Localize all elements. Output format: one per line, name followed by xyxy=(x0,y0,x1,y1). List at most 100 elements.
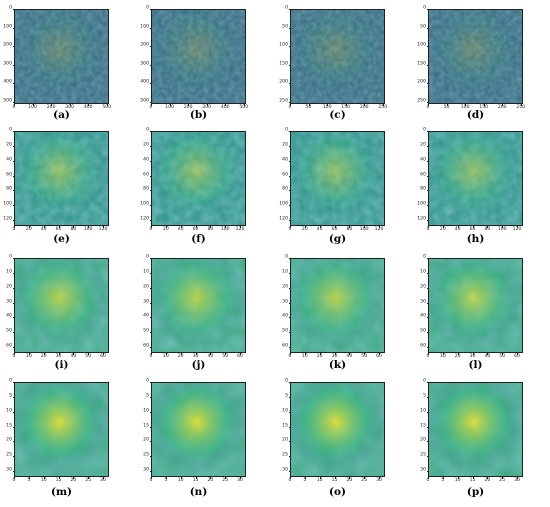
x-tick-label: 100 xyxy=(220,227,230,232)
y-tick-mark xyxy=(288,317,290,318)
x-tick-label: 0 xyxy=(426,354,430,359)
y-tick-label: 0 xyxy=(285,378,288,384)
y-tick-mark xyxy=(426,175,428,177)
y-tick-label: 5 xyxy=(9,393,12,399)
x-tick-label: 0 xyxy=(149,105,153,110)
feature-map-image xyxy=(151,258,246,353)
y-tick-label: 0 xyxy=(285,5,288,11)
x-tick-label: 300 xyxy=(202,105,212,110)
x-tick-mark xyxy=(106,104,108,106)
y-tick-mark xyxy=(12,347,14,348)
x-tick-mark xyxy=(483,104,485,106)
y-tick-mark xyxy=(149,258,151,259)
x-tick-label: 5 xyxy=(441,478,445,483)
x-tick-label: 250 xyxy=(516,105,526,110)
x-tick-mark xyxy=(327,104,328,106)
x-tick-label: 30 xyxy=(331,354,338,359)
x-tick-mark xyxy=(520,104,522,106)
y-tick-mark xyxy=(12,27,14,29)
y-tick-label: 10 xyxy=(282,408,288,414)
y-tick-label: 300 xyxy=(3,61,12,67)
y-tick-mark xyxy=(149,160,151,162)
y-tick-mark xyxy=(12,332,14,333)
x-tick-mark xyxy=(457,226,459,228)
y-tick-label: 60 xyxy=(282,343,288,349)
x-tick-mark xyxy=(169,104,171,106)
x-tick-mark xyxy=(210,353,211,355)
x-tick-mark xyxy=(334,477,336,479)
y-tick-label: 0 xyxy=(9,378,12,384)
y-tick-mark xyxy=(12,302,14,304)
y-tick-label: 20 xyxy=(143,438,149,444)
x-tick-mark xyxy=(446,104,448,106)
x-tick-label: 25 xyxy=(222,478,229,483)
x-tick-mark xyxy=(58,226,60,228)
x-tick-label: 20 xyxy=(40,354,47,359)
x-tick-mark xyxy=(195,353,197,355)
y-tick-mark xyxy=(149,131,151,132)
y-tick-mark xyxy=(288,382,290,383)
x-tick-mark xyxy=(58,353,60,355)
panel-caption: (b) xyxy=(189,109,208,121)
x-tick-mark xyxy=(225,353,226,355)
y-tick-mark xyxy=(12,205,14,206)
y-tick-label: 60 xyxy=(6,343,12,349)
y-tick-label: 20 xyxy=(6,142,12,148)
x-tick-mark xyxy=(210,477,211,479)
y-tick-label: 0 xyxy=(423,254,426,260)
y-tick-mark xyxy=(288,302,290,304)
y-tick-mark xyxy=(149,272,151,274)
x-tick-mark xyxy=(349,226,350,228)
feature-map-image xyxy=(151,9,246,104)
y-tick-label: 20 xyxy=(420,142,426,148)
x-tick-label: 30 xyxy=(55,354,62,359)
x-tick-mark xyxy=(151,477,152,479)
y-tick-label: 20 xyxy=(282,438,288,444)
x-tick-mark xyxy=(28,477,30,479)
x-tick-label: 200 xyxy=(46,105,56,110)
x-tick-mark xyxy=(225,226,226,228)
y-tick-mark xyxy=(12,101,14,103)
y-tick-mark xyxy=(149,456,151,457)
x-tick-mark xyxy=(319,477,321,479)
y-tick-label: 50 xyxy=(143,328,149,334)
y-tick-label: 15 xyxy=(143,423,149,429)
x-tick-label: 30 xyxy=(237,478,243,483)
x-tick-label: 40 xyxy=(40,227,47,232)
y-tick-label: 20 xyxy=(420,438,426,444)
y-tick-label: 100 xyxy=(140,201,149,207)
y-tick-label: 60 xyxy=(420,343,426,349)
y-tick-label: 40 xyxy=(143,157,149,163)
y-tick-label: 0 xyxy=(146,5,149,11)
y-tick-label: 10 xyxy=(6,269,12,275)
x-tick-label: 60 xyxy=(237,354,243,359)
x-tick-mark xyxy=(290,104,291,106)
y-tick-mark xyxy=(149,190,151,191)
y-tick-label: 30 xyxy=(6,467,12,473)
y-tick-mark xyxy=(12,426,14,428)
y-tick-mark xyxy=(426,27,428,29)
y-tick-label: 40 xyxy=(282,314,288,320)
y-tick-label: 25 xyxy=(420,452,426,458)
x-tick-label: 5 xyxy=(164,478,168,483)
y-tick-label: 30 xyxy=(143,467,149,473)
x-tick-label: 100 xyxy=(28,105,37,110)
x-tick-label: 5 xyxy=(27,478,31,483)
y-tick-label: 20 xyxy=(282,142,288,148)
y-tick-label: 60 xyxy=(420,172,426,178)
x-tick-label: 15 xyxy=(192,478,199,483)
panel-caption: (d) xyxy=(466,109,485,121)
y-tick-mark xyxy=(426,396,428,398)
x-tick-label: 200 xyxy=(359,105,369,110)
x-tick-mark xyxy=(188,104,189,106)
feature-map-image xyxy=(14,131,109,226)
x-tick-mark xyxy=(472,353,474,355)
x-tick-mark xyxy=(457,477,459,479)
y-tick-label: 60 xyxy=(143,172,149,178)
y-tick-mark xyxy=(426,456,428,457)
y-tick-label: 300 xyxy=(140,61,149,67)
y-tick-label: 40 xyxy=(420,157,426,163)
y-tick-label: 5 xyxy=(285,393,288,399)
y-tick-mark xyxy=(288,272,290,274)
